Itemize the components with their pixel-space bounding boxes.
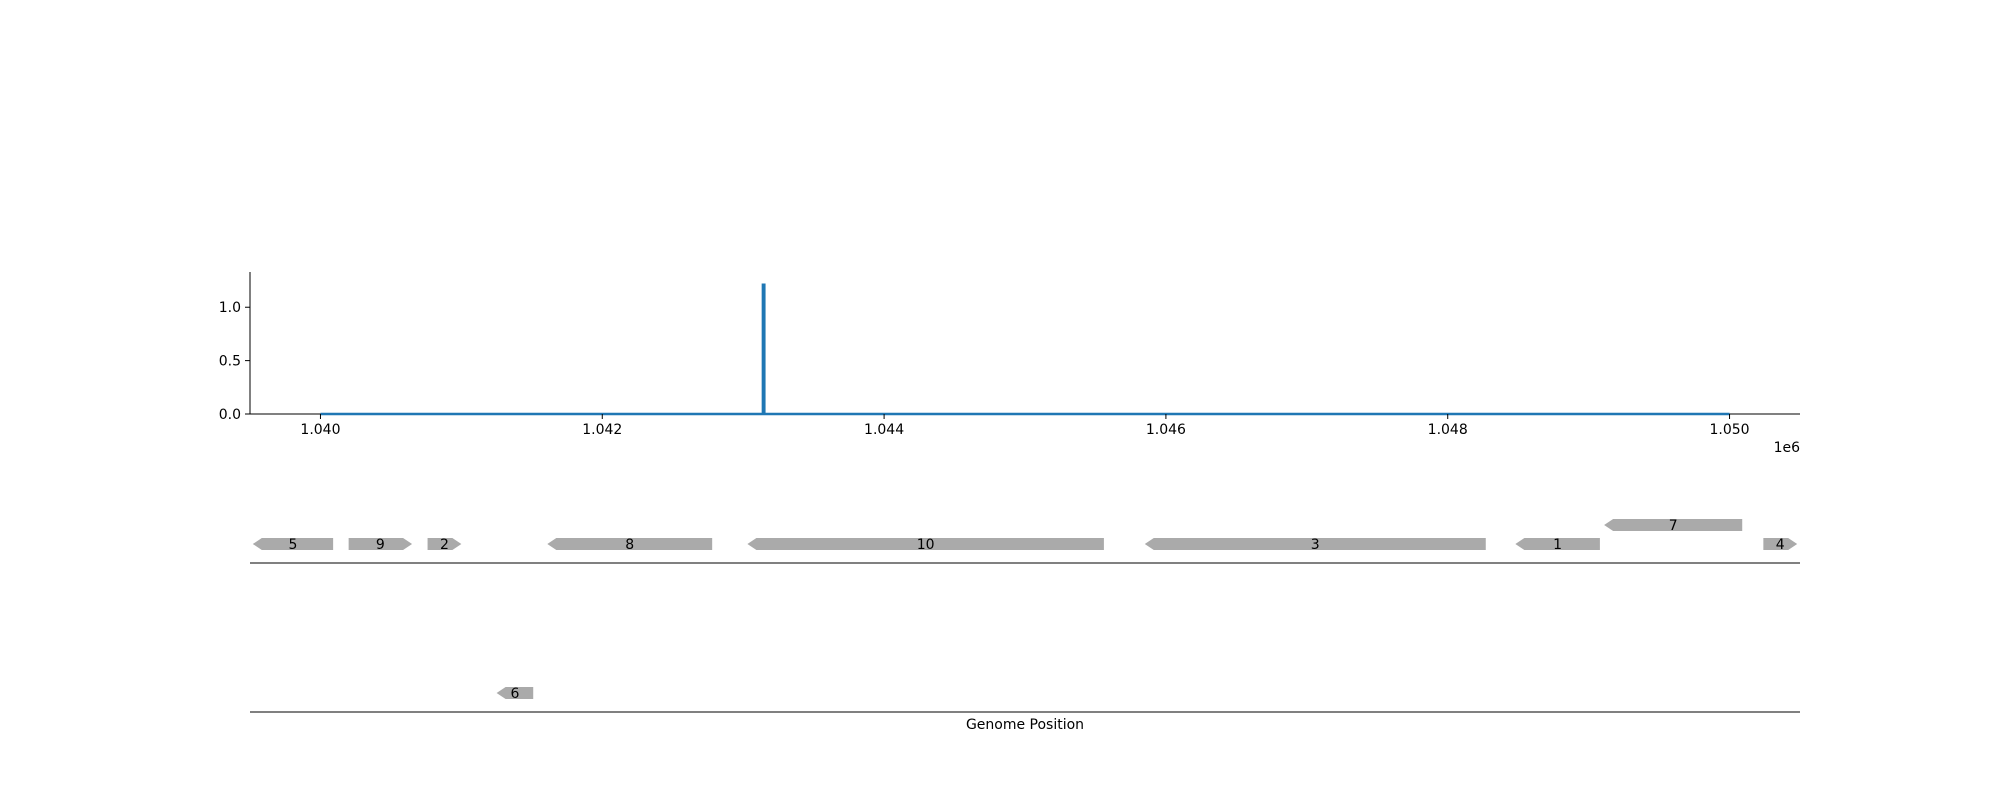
gene-label-4: 4 [1776, 537, 1785, 553]
gene-arrow-3 [1144, 538, 1486, 550]
x-tick-label-4: 1.048 [1428, 422, 1468, 438]
gene-track-xlabel: Genome Position [966, 717, 1084, 733]
gene-arrow-2 [427, 538, 462, 550]
gene-arrow-7 [1604, 519, 1743, 531]
y-tick-label-1: 0.5 [219, 354, 241, 370]
gene-label-9: 9 [376, 537, 385, 553]
x-offset-label: 1e6 [1774, 440, 1801, 456]
gene-label-1: 1 [1553, 537, 1562, 553]
y-tick-label-2: 1.0 [219, 300, 241, 316]
gene-arrow-5 [252, 538, 334, 550]
x-tick-label-5: 1.050 [1709, 422, 1749, 438]
gene-label-8: 8 [625, 537, 634, 553]
x-tick-label-2: 1.044 [864, 422, 904, 438]
gene-label-10: 10 [917, 537, 935, 553]
gene-arrow-6 [496, 687, 534, 699]
x-ticks: 1.040 1.042 1.044 1.046 1.048 1.050 [300, 414, 1750, 438]
y-tick-label-0: 0.0 [219, 407, 241, 423]
x-tick-label-3: 1.046 [1146, 422, 1186, 438]
gene-label-3: 3 [1311, 537, 1320, 553]
gene-track: 5 9 2 8 10 3 1 7 4 6 Genome Position [250, 518, 1800, 733]
coverage-line-0 [320, 283, 1730, 416]
coverage-plot: 1.040 1.042 1.044 1.046 1.048 1.050 0.0 0.5 1.0… [219, 272, 1800, 456]
x-tick-label-0: 1.040 [300, 422, 340, 438]
coverage-series [320, 283, 1730, 416]
x-tick-label-1: 1.042 [582, 422, 622, 438]
gene-arrow-10 [747, 538, 1104, 550]
y-ticks: 0.0 0.5 1.0 [219, 300, 250, 423]
gene-arrow-8 [547, 538, 713, 550]
gene-arrow-4 [1763, 538, 1798, 550]
gene-label-5: 5 [289, 537, 298, 553]
gene-label-6: 6 [510, 686, 519, 702]
gene-arrow-9 [348, 538, 413, 550]
gene-arrow-1 [1515, 538, 1600, 550]
genes: 5 9 2 8 10 3 1 7 4 6 [252, 518, 1798, 702]
gene-label-2: 2 [440, 537, 449, 553]
gene-label-7: 7 [1669, 518, 1678, 534]
